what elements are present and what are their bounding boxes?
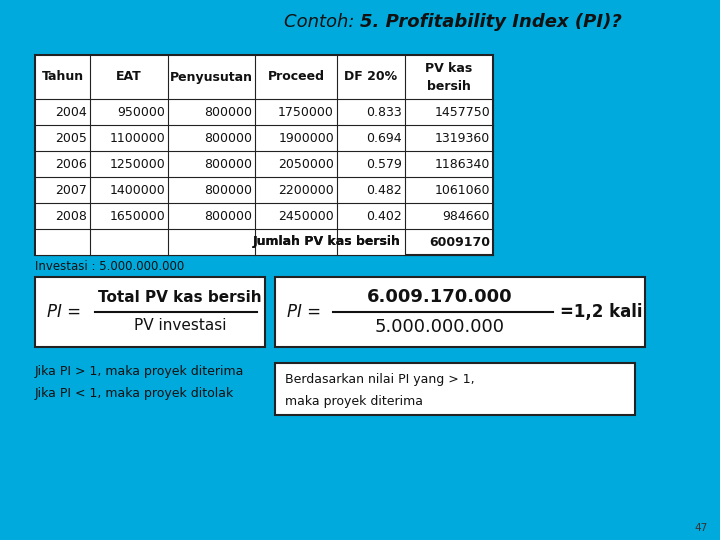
Text: bersih: bersih — [427, 79, 471, 92]
Text: 1100000: 1100000 — [109, 132, 165, 145]
Text: 1750000: 1750000 — [278, 105, 334, 118]
Text: 2006: 2006 — [55, 158, 87, 171]
Bar — [275, 277, 645, 347]
Bar — [35, 55, 493, 255]
Text: Berdasarkan nilai PI yang > 1,
maka proyek diterima: Berdasarkan nilai PI yang > 1, maka proy… — [285, 373, 474, 408]
Text: 950000: 950000 — [117, 105, 165, 118]
Text: 5.000.000.000: 5.000.000.000 — [375, 318, 505, 336]
Text: 1400000: 1400000 — [109, 184, 165, 197]
Text: 0.402: 0.402 — [366, 210, 402, 222]
Text: 1900000: 1900000 — [278, 132, 334, 145]
Text: 800000: 800000 — [204, 158, 252, 171]
Text: EAT: EAT — [116, 71, 142, 84]
Text: 6.009.170.000: 6.009.170.000 — [367, 288, 513, 306]
Text: Total PV kas bersih: Total PV kas bersih — [98, 291, 262, 306]
Text: PI =: PI = — [287, 303, 321, 321]
Text: 2005: 2005 — [55, 132, 87, 145]
Text: 800000: 800000 — [204, 105, 252, 118]
Text: 0.579: 0.579 — [366, 158, 402, 171]
Text: 1250000: 1250000 — [109, 158, 165, 171]
Text: 0.833: 0.833 — [366, 105, 402, 118]
Text: DF 20%: DF 20% — [344, 71, 397, 84]
Text: 1650000: 1650000 — [109, 210, 165, 222]
Bar — [36, 230, 405, 255]
Text: 2007: 2007 — [55, 184, 87, 197]
Text: 800000: 800000 — [204, 210, 252, 222]
Text: 1319360: 1319360 — [435, 132, 490, 145]
Text: 1061060: 1061060 — [434, 184, 490, 197]
Text: Proceed: Proceed — [268, 71, 325, 84]
Text: 984660: 984660 — [443, 210, 490, 222]
Text: PI =: PI = — [47, 303, 81, 321]
Text: 2200000: 2200000 — [278, 184, 334, 197]
Text: Investasi : 5.000.000.000: Investasi : 5.000.000.000 — [35, 260, 184, 273]
Text: 5. Profitability Index (PI)?: 5. Profitability Index (PI)? — [360, 13, 622, 31]
Text: 2004: 2004 — [55, 105, 87, 118]
Text: Tahun: Tahun — [42, 71, 84, 84]
Text: Jumlah PV kas bersih: Jumlah PV kas bersih — [253, 235, 401, 248]
Text: PV kas: PV kas — [426, 62, 472, 75]
Text: Jumlah PV kas bersih: Jumlah PV kas bersih — [253, 235, 401, 248]
Text: 47: 47 — [695, 523, 708, 533]
Bar — [275, 363, 635, 415]
Text: 0.482: 0.482 — [366, 184, 402, 197]
Text: 6009170: 6009170 — [429, 235, 490, 248]
Text: Jika PI > 1, maka proyek diterima
Jika PI < 1, maka proyek ditolak: Jika PI > 1, maka proyek diterima Jika P… — [35, 365, 244, 400]
Text: PV investasi: PV investasi — [134, 319, 226, 334]
Text: Penyusutan: Penyusutan — [170, 71, 253, 84]
Text: 1457750: 1457750 — [434, 105, 490, 118]
Text: 0.694: 0.694 — [366, 132, 402, 145]
Text: 2008: 2008 — [55, 210, 87, 222]
Text: =1,2 kali: =1,2 kali — [560, 303, 642, 321]
Text: Contoh:: Contoh: — [284, 13, 360, 31]
Text: 800000: 800000 — [204, 132, 252, 145]
Text: 2050000: 2050000 — [278, 158, 334, 171]
Bar — [35, 277, 265, 347]
Text: 2450000: 2450000 — [278, 210, 334, 222]
Text: 800000: 800000 — [204, 184, 252, 197]
Text: 1186340: 1186340 — [435, 158, 490, 171]
